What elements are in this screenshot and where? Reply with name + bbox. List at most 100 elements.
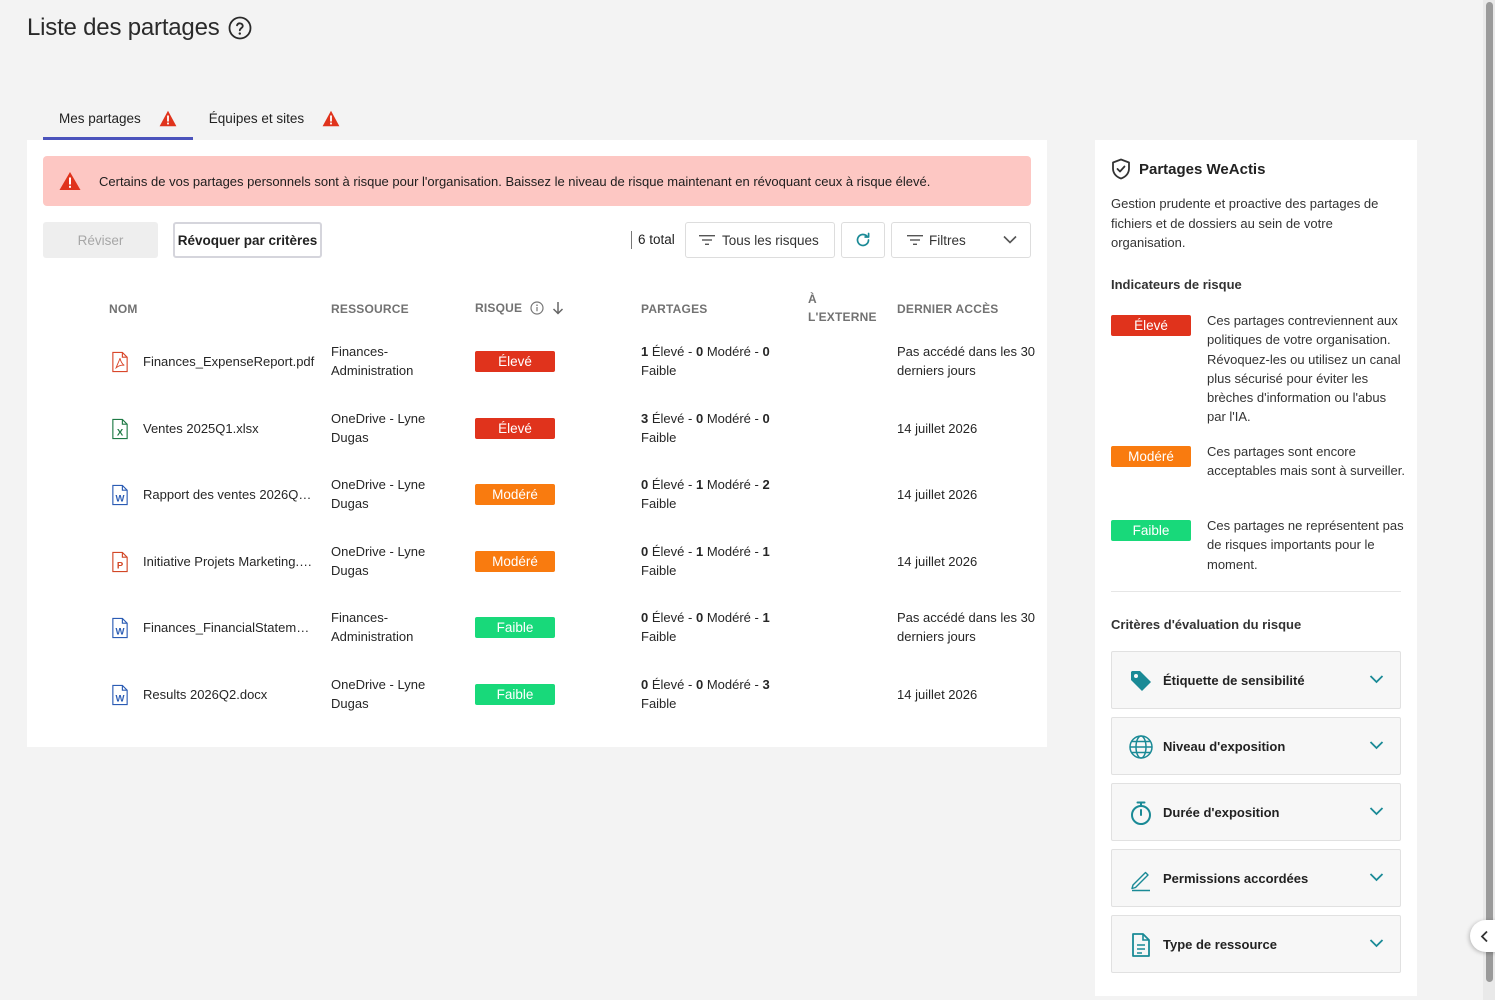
table-row[interactable]: P Initiative Projets Marketing.pptx OneDri… [27,538,1047,605]
refresh-button[interactable] [841,222,885,258]
resource-name: OneDrive - Lyne Dugas [331,543,426,578]
toolbar: Réviser Révoquer par critères 6 total To… [43,222,1031,258]
table-row[interactable]: X Ventes 2025Q1.xlsx OneDrive - Lyne Dugas… [27,405,1047,472]
revoke-by-criteria-button[interactable]: Révoquer par critères [173,222,322,258]
criterion-granted-permissions[interactable]: Permissions accordées [1111,849,1401,907]
resource-name: OneDrive - Lyne Dugas [331,477,426,511]
column-header-external[interactable]: À L'EXTERNE [808,290,877,326]
sidebar-title: Partages WeActis [1139,160,1266,178]
shares-high-word: Élevé - [651,477,693,492]
table-row[interactable]: Finances_ExpenseReport.pdf Finances-Admin… [27,338,1047,405]
warning-icon [59,172,81,190]
shares-high-word: Élevé - [651,610,693,625]
shares-table: NOM RESSOURCE RISQUE PARTAGES À L'EXTERN… [27,282,1047,737]
resource-name: Finances-Administration [331,610,414,644]
shares-high-count: 3 [641,410,649,426]
criterion-sensitivity-label[interactable]: Étiquette de sensibilité [1111,651,1401,709]
stopwatch-icon [1131,801,1151,825]
filters-button[interactable]: Filtres [891,222,1031,258]
filter-icon [907,235,923,245]
powerpoint-file-icon: P [112,551,128,572]
shares-high-count: 1 [641,344,649,359]
shares-summary: 0 Élevé - 1 Modéré - 1 Faible [641,542,791,580]
chevron-down-icon [1369,873,1384,882]
file-name[interactable]: Ventes 2025Q1.xlsx [143,420,259,436]
shares-moderate-count: 0 [695,610,704,625]
risk-filter-button[interactable]: Tous les risques [685,222,835,258]
file-name[interactable]: Rapport des ventes 2026Q2.docx [143,487,315,502]
file-name[interactable]: Finances_FinancialStatements.docx [143,620,315,635]
criterion-exposure-duration[interactable]: Durée d'exposition [1111,783,1401,841]
tab-label: Mes partages [59,110,141,126]
sort-descending-icon[interactable] [552,301,564,315]
shares-low-count: 2 [762,477,770,492]
column-header-resource[interactable]: RESSOURCE [331,302,409,316]
file-name[interactable]: Finances_ExpenseReport.pdf [143,354,315,369]
svg-text:W: W [116,693,125,704]
shares-moderate-word: Modéré - [706,676,759,692]
info-icon[interactable] [530,301,544,315]
risk-filter-label: Tous les risques [722,232,819,248]
shares-high-count: 0 [641,477,649,492]
shares-high-word: Élevé - [651,543,693,559]
resource-name: OneDrive - Lyne Dugas [331,676,426,711]
shares-summary: 0 Élevé - 1 Modéré - 2 Faible [641,475,791,513]
tab-teams-and-sites[interactable]: Équipes et sites [193,96,356,140]
sidebar-header: Partages WeActis [1111,158,1265,180]
sidebar-description: Gestion prudente et proactive des partag… [1111,196,1379,250]
shares-summary: 0 Élevé - 0 Modéré - 1 Faible [641,608,791,646]
column-header-name[interactable]: NOM [109,302,138,316]
review-button[interactable]: Réviser [43,222,158,258]
table-header: NOM RESSOURCE RISQUE PARTAGES À L'EXTERN… [27,282,1047,338]
risk-badge-low: Faible [1111,520,1191,541]
shares-moderate-word: Modéré - [706,610,759,625]
word-file-icon: W [112,484,128,506]
resource-name: OneDrive - Lyne Dugas [331,410,426,445]
chevron-left-icon [1480,930,1488,942]
shares-moderate-count: 1 [695,543,704,559]
svg-text:W: W [116,627,125,638]
shares-moderate-word: Modéré - [706,410,759,426]
chevron-down-icon [1369,741,1384,750]
tab-label: Équipes et sites [208,110,305,126]
last-access: 14 juillet 2026 [897,686,978,702]
risk-indicators-heading: Indicateurs de risque [1111,277,1242,292]
chevron-down-icon [1003,235,1017,244]
criterion-label: Durée d'exposition [1163,804,1280,820]
table-row[interactable]: W Finances_FinancialStatements.docx Financ… [27,604,1047,671]
word-file-icon: W [112,684,128,705]
column-header-shares[interactable]: PARTAGES [641,302,708,316]
column-header-external-line1: À [808,292,817,306]
shares-low-word: Faible [641,629,677,644]
risk-badge: Faible [475,683,555,705]
criterion-exposure-level[interactable]: Niveau d'exposition [1111,717,1401,775]
shares-low-count: 0 [762,410,770,426]
refresh-icon [856,232,870,247]
shares-moderate-count: 0 [695,410,704,426]
table-row[interactable]: W Rapport des ventes 2026Q2.docx OneDrive … [27,471,1047,538]
column-header-last-access[interactable]: DERNIER ACCÈS [897,302,999,316]
risk-badge-moderate: Modéré [1111,446,1191,467]
chevron-down-icon [1369,939,1384,948]
last-access: Pas accédé dans les 30 derniers jours [897,344,1036,378]
risk-criteria-heading: Critères d'évaluation du risque [1111,617,1302,632]
table-body: Finances_ExpenseReport.pdf Finances-Admin… [27,338,1047,737]
tab-my-shares[interactable]: Mes partages [43,96,193,140]
risk-badge: Faible [475,617,555,638]
shares-moderate-count: 0 [695,676,704,692]
shares-low-count: 1 [762,610,770,625]
shares-moderate-count: 1 [695,477,704,492]
sidebar-divider [1111,591,1401,592]
table-row[interactable]: W Results 2026Q2.docx OneDrive - Lyne Duga… [27,671,1047,738]
scrollbar-thumb[interactable] [1486,2,1493,982]
legend-low-text: Ces partages ne représentent pas de risq… [1207,518,1404,572]
help-circle-icon[interactable] [228,16,252,40]
file-name[interactable]: Results 2026Q2.docx [143,686,268,702]
column-header-external-line2: L'EXTERNE [808,310,877,324]
column-header-risk[interactable]: RISQUE [475,301,564,315]
collapse-panel-button[interactable] [1470,920,1495,952]
filters-label: Filtres [929,232,966,248]
file-name[interactable]: Initiative Projets Marketing.pptx [143,553,315,569]
criterion-resource-type[interactable]: Type de ressource [1111,915,1401,973]
svg-text:W: W [116,494,125,505]
